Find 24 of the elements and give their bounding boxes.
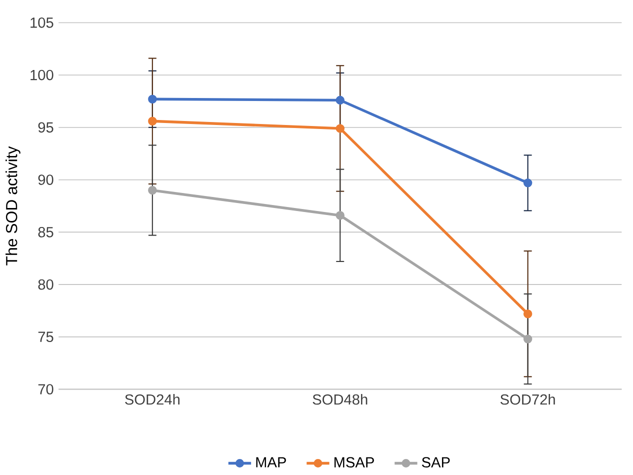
y-axis-title: The SOD activity [6, 146, 20, 266]
y-tick-label: 100 [30, 70, 54, 80]
y-tick-label: 95 [38, 122, 54, 133]
point [148, 116, 157, 126]
legend-label: MAP [256, 457, 286, 468]
legend-label: SAP [422, 457, 450, 468]
point [148, 186, 157, 195]
y-tick-label: 90 [38, 174, 54, 186]
y-tick-label: 85 [38, 227, 54, 238]
y-tick-label: 80 [38, 280, 54, 290]
y-tick-label: 70 [38, 384, 54, 395]
point [336, 211, 345, 220]
y-tick-label: 105 [30, 18, 54, 28]
x-tick-label: SOD48h [312, 394, 368, 405]
legend-label: MSAP [334, 457, 374, 468]
point [523, 310, 532, 318]
point [336, 124, 345, 134]
point [148, 94, 157, 104]
point [523, 334, 532, 344]
x-tick-label: SOD72h [500, 394, 555, 405]
point [523, 178, 532, 188]
x-tick-label: SOD24h [125, 394, 180, 405]
point [336, 96, 345, 105]
y-tick-label: 75 [38, 332, 54, 342]
